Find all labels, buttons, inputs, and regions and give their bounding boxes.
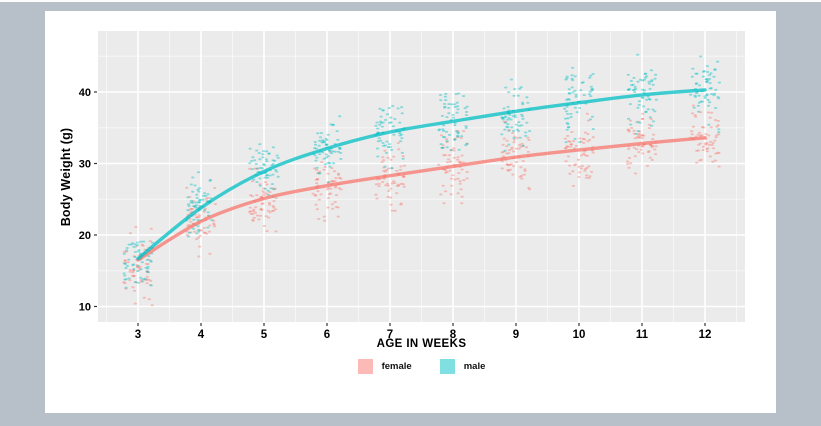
y-tick-label: 30	[79, 159, 91, 171]
weight-by-age-chart: 10 20 30 40 3 4 5 6 7 8 9 10 11 12	[79, 31, 745, 341]
male-color-swatch	[439, 358, 455, 374]
x-tick-label: 5	[261, 329, 268, 341]
x-tick-label: 11	[636, 329, 649, 341]
plot-canvas: 10 20 30 40 3 4 5 6 7 8 9 10 11 12 Body Weight (g) AG…	[45, 11, 776, 413]
smooth-line-male	[136, 88, 707, 261]
legend: female male	[98, 357, 745, 375]
y-tick-label: 20	[79, 230, 91, 242]
y-tick-labels: 10 20 30 40	[79, 87, 91, 314]
y-axis-title: Body Weight (g)	[59, 127, 73, 227]
x-tick-label: 9	[513, 329, 519, 341]
x-tick-label: 4	[198, 329, 205, 341]
legend-label-female: female	[381, 360, 412, 372]
axis-ticks	[94, 91, 706, 326]
y-tick-label: 10	[79, 302, 91, 314]
frame-top-edge	[0, 0, 821, 2]
grid-major	[98, 31, 745, 322]
x-tick-label: 8	[450, 329, 457, 341]
smooth-line-female	[136, 136, 707, 262]
legend-item-female: female	[357, 358, 412, 374]
x-tick-label: 3	[135, 329, 141, 341]
y-tick-label: 40	[79, 87, 91, 99]
x-tick-label: 12	[699, 329, 712, 341]
x-tick-label: 6	[324, 329, 330, 341]
x-tick-labels: 3 4 5 6 7 8 9 10 11 12	[135, 329, 712, 341]
legend-item-male: male	[439, 358, 486, 374]
points-male	[122, 53, 721, 289]
x-tick-label: 10	[573, 329, 586, 341]
legend-label-male: male	[463, 360, 486, 372]
x-axis-title: AGE IN WEEKS	[376, 338, 467, 350]
female-color-swatch	[357, 358, 373, 374]
x-tick-label: 7	[387, 329, 393, 341]
